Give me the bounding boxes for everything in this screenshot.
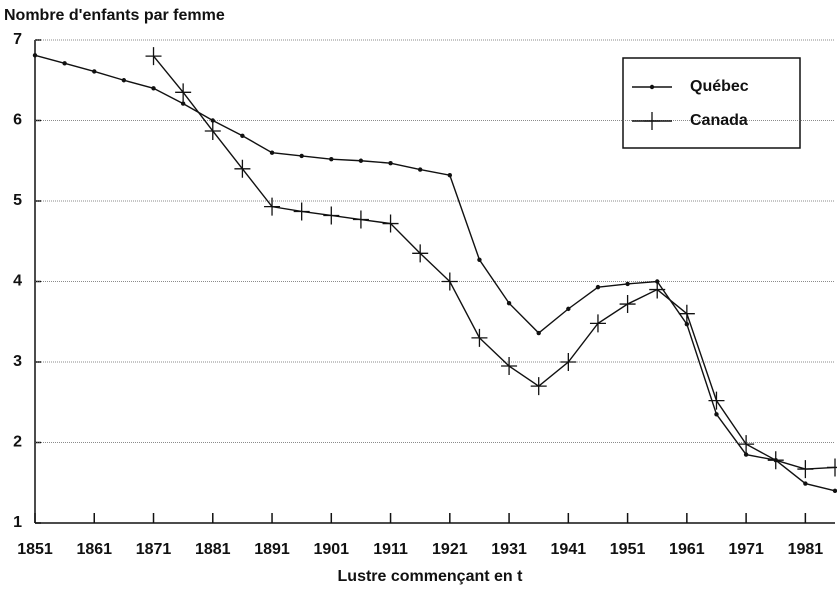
point: [441, 272, 458, 291]
point: [477, 257, 482, 262]
point: [269, 150, 275, 155]
point: [743, 452, 749, 457]
point: [536, 330, 541, 336]
x-tick-label: 1891: [254, 541, 290, 558]
x-tick-label: 1851: [17, 541, 53, 558]
y-tick-label: 7: [13, 31, 22, 48]
x-tick-label: 1931: [491, 541, 527, 558]
point: [471, 328, 488, 347]
point: [501, 357, 518, 376]
point: [530, 377, 547, 396]
x-tick-label: 1971: [728, 541, 764, 558]
point: [412, 244, 429, 263]
point: [92, 69, 97, 74]
point: [62, 61, 67, 66]
point: [506, 301, 512, 306]
x-tick-label: 1871: [136, 541, 172, 558]
point: [175, 83, 192, 102]
legend-marker: [649, 84, 655, 90]
x-tick-label: 1941: [551, 541, 587, 558]
x-axis-title: Lustre commençant en t: [338, 568, 524, 585]
y-tick-label: 2: [13, 434, 22, 451]
y-tick-label: 5: [13, 192, 22, 209]
point: [180, 101, 186, 106]
point: [827, 458, 837, 477]
point: [293, 202, 310, 221]
point: [767, 451, 784, 470]
series-line: [152, 55, 836, 470]
point: [264, 197, 281, 216]
legend-label: Canada: [690, 112, 748, 129]
point: [323, 206, 340, 225]
point: [121, 78, 127, 83]
point: [649, 280, 666, 299]
point: [447, 173, 453, 178]
x-tick-label: 1881: [195, 541, 231, 558]
x-tick-label: 1901: [313, 541, 349, 558]
point: [204, 121, 221, 140]
legend: [622, 57, 801, 149]
x-tick-label: 1961: [669, 541, 705, 558]
point: [151, 86, 156, 91]
x-tick-label: 1921: [432, 541, 468, 558]
point: [832, 488, 837, 493]
point: [678, 304, 695, 323]
point: [619, 295, 636, 314]
point: [625, 281, 630, 287]
point: [595, 284, 601, 290]
x-tick-label: 1861: [76, 541, 112, 558]
y-tick-label: 3: [13, 353, 22, 370]
point: [797, 460, 814, 479]
point: [329, 156, 334, 162]
point: [299, 153, 304, 159]
point: [684, 321, 690, 327]
point: [417, 167, 423, 172]
point: [145, 47, 162, 66]
point: [210, 118, 215, 123]
point: [589, 314, 606, 333]
point: [352, 210, 369, 229]
point: [358, 158, 364, 163]
point: [708, 391, 725, 410]
y-tick-label: 1: [13, 514, 22, 531]
point: [803, 481, 808, 486]
point: [382, 214, 399, 233]
point: [388, 160, 393, 166]
x-tick-label: 1951: [610, 541, 646, 558]
point: [738, 435, 755, 454]
point: [560, 353, 577, 371]
x-tick-label: 1981: [788, 541, 824, 558]
point: [566, 306, 571, 312]
y-tick-label: 6: [13, 112, 22, 129]
point: [32, 53, 38, 58]
y-tick-label: 4: [13, 273, 22, 290]
x-tick-label: 1911: [373, 541, 408, 558]
legend-marker: [644, 112, 660, 130]
series-line: [34, 54, 836, 492]
point: [714, 412, 719, 417]
chart-title: Nombre d'enfants par femme: [4, 7, 225, 24]
point: [240, 133, 245, 138]
point: [234, 159, 251, 178]
legend-label: Québec: [690, 78, 749, 95]
